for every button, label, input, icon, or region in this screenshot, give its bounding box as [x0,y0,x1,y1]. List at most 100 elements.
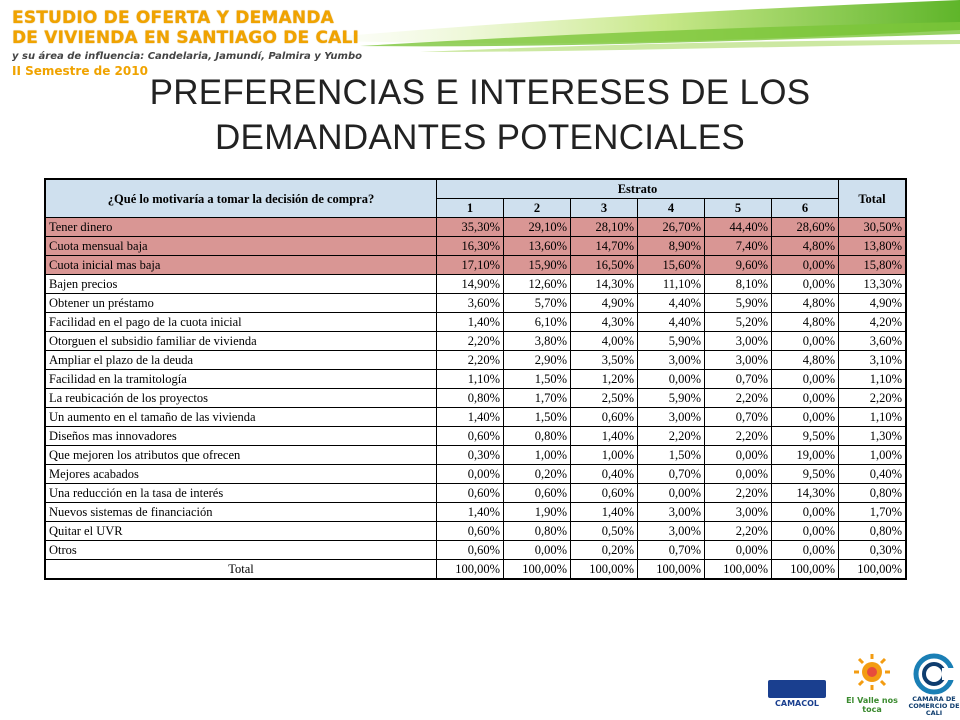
study-brand: ESTUDIO DE OFERTA Y DEMANDA DE VIVIENDA … [12,8,362,78]
cell-estrato-5: 3,00% [704,331,772,351]
cell-estrato-5: 5,20% [704,312,772,332]
row-label: Otorguen el subsidio familiar de viviend… [45,331,437,351]
cell-total: 0,80% [838,483,906,503]
row-label: Quitar el UVR [45,521,437,541]
cell-estrato-2: 0,20% [503,464,571,484]
cell-estrato-4: 5,90% [637,388,705,408]
row-label: Nuevos sistemas de financiación [45,502,437,522]
cell-estrato-4: 0,00% [637,369,705,389]
cell-estrato-2: 15,90% [503,255,571,275]
cell-estrato-6: 0,00% [771,521,839,541]
table-row: Otorguen el subsidio familiar de viviend… [45,331,906,351]
cell-estrato-3: 1,20% [570,369,638,389]
cell-estrato-3: 14,70% [570,236,638,256]
estrato-4-header: 4 [637,198,705,218]
cell-estrato-6: 28,60% [771,217,839,237]
cell-total: 3,10% [838,350,906,370]
cell-estrato-5: 7,40% [704,236,772,256]
cell-estrato-4: 26,70% [637,217,705,237]
total-cell-estrato-3: 100,00% [570,559,638,579]
table-row: Una reducción en la tasa de interés 0,60%… [45,483,906,503]
cell-estrato-2: 0,60% [503,483,571,503]
cell-estrato-4: 8,90% [637,236,705,256]
row-label: Ampliar el plazo de la deuda [45,350,437,370]
cell-estrato-3: 0,20% [570,540,638,560]
cell-estrato-6: 19,00% [771,445,839,465]
cell-estrato-2: 0,80% [503,426,571,446]
cell-total: 15,80% [838,255,906,275]
row-label: Facilidad en el pago de la cuota inicial [45,312,437,332]
cell-total: 1,10% [838,407,906,427]
cell-estrato-6: 0,00% [771,388,839,408]
row-label: Mejores acabados [45,464,437,484]
total-cell-estrato-4: 100,00% [637,559,705,579]
brand-semester: II Semestre de 2010 [12,64,148,78]
cell-estrato-1: 14,90% [436,274,504,294]
cell-total: 13,30% [838,274,906,294]
table-row: Quitar el UVR 0,60% 0,80% 0,50% 3,00% 2,20% 0,… [45,521,906,541]
cell-total: 2,20% [838,388,906,408]
cell-estrato-4: 4,40% [637,312,705,332]
cell-estrato-6: 0,00% [771,255,839,275]
cell-estrato-3: 14,30% [570,274,638,294]
estrato-6-header: 6 [771,198,839,218]
cell-estrato-6: 0,00% [771,274,839,294]
brand-title-line2: DE VIVIENDA EN SANTIAGO DE CALI [12,28,360,48]
row-label: Cuota mensual baja [45,236,437,256]
cell-estrato-3: 0,40% [570,464,638,484]
cell-total: 13,80% [838,236,906,256]
table-row: Cuota mensual baja 16,30% 13,60% 14,70% 8,90… [45,236,906,256]
table-row: La reubicación de los proyectos 0,80% 1,70… [45,388,906,408]
cell-estrato-1: 0,60% [436,540,504,560]
total-cell-estrato-2: 100,00% [503,559,571,579]
cell-estrato-6: 0,00% [771,540,839,560]
cell-estrato-3: 16,50% [570,255,638,275]
cell-estrato-1: 1,10% [436,369,504,389]
cell-estrato-5: 0,70% [704,369,772,389]
table-row: Facilidad en el pago de la cuota inicial… [45,312,906,332]
cell-estrato-1: 0,80% [436,388,504,408]
cell-estrato-5: 0,00% [704,540,772,560]
cell-estrato-5: 8,10% [704,274,772,294]
cell-estrato-6: 4,80% [771,350,839,370]
cell-estrato-6: 0,00% [771,331,839,351]
cell-estrato-5: 3,00% [704,502,772,522]
cell-estrato-5: 0,70% [704,407,772,427]
cell-estrato-4: 2,20% [637,426,705,446]
row-label: Facilidad en la tramitología [45,369,437,389]
row-label: Obtener un préstamo [45,293,437,313]
estrato-1-header: 1 [436,198,504,218]
total-row: Total 100,00% 100,00% 100,00% 100,00% 100,00%… [45,559,906,579]
table-row: Facilidad en la tramitología 1,10% 1,50% 1,… [45,369,906,389]
cell-estrato-1: 0,30% [436,445,504,465]
cell-total: 30,50% [838,217,906,237]
table-row: Un aumento en el tamaño de las vivienda 1… [45,407,906,427]
cell-estrato-5: 0,00% [704,464,772,484]
cell-estrato-3: 3,50% [570,350,638,370]
cell-estrato-1: 3,60% [436,293,504,313]
cell-estrato-6: 0,00% [771,502,839,522]
cell-estrato-5: 2,20% [704,483,772,503]
cell-total: 1,30% [838,426,906,446]
table-row: Cuota inicial mas baja 17,10% 15,90% 16,50%… [45,255,906,275]
row-label: La reubicación de los proyectos [45,388,437,408]
cell-estrato-5: 3,00% [704,350,772,370]
cell-estrato-4: 0,70% [637,464,705,484]
camacol-logo: CAMACOL [768,680,826,710]
cell-estrato-1: 1,40% [436,312,504,332]
cell-estrato-2: 6,10% [503,312,571,332]
camara-ring-icon [913,653,956,695]
question-header: ¿Qué lo motivaría a tomar la decisión de… [45,179,437,218]
cell-estrato-1: 17,10% [436,255,504,275]
row-label: Tener dinero [45,217,437,237]
cell-estrato-3: 0,50% [570,521,638,541]
cell-total: 4,90% [838,293,906,313]
cell-total: 1,10% [838,369,906,389]
cell-estrato-4: 1,50% [637,445,705,465]
cell-estrato-3: 28,10% [570,217,638,237]
slide-title: PREFERENCIAS E INTERESES DE LOS DEMANDAN… [120,70,840,160]
sun-icon [854,654,890,690]
cell-estrato-4: 15,60% [637,255,705,275]
table-row: Mejores acabados 0,00% 0,20% 0,40% 0,70% 0,00… [45,464,906,484]
row-label: Bajen precios [45,274,437,294]
